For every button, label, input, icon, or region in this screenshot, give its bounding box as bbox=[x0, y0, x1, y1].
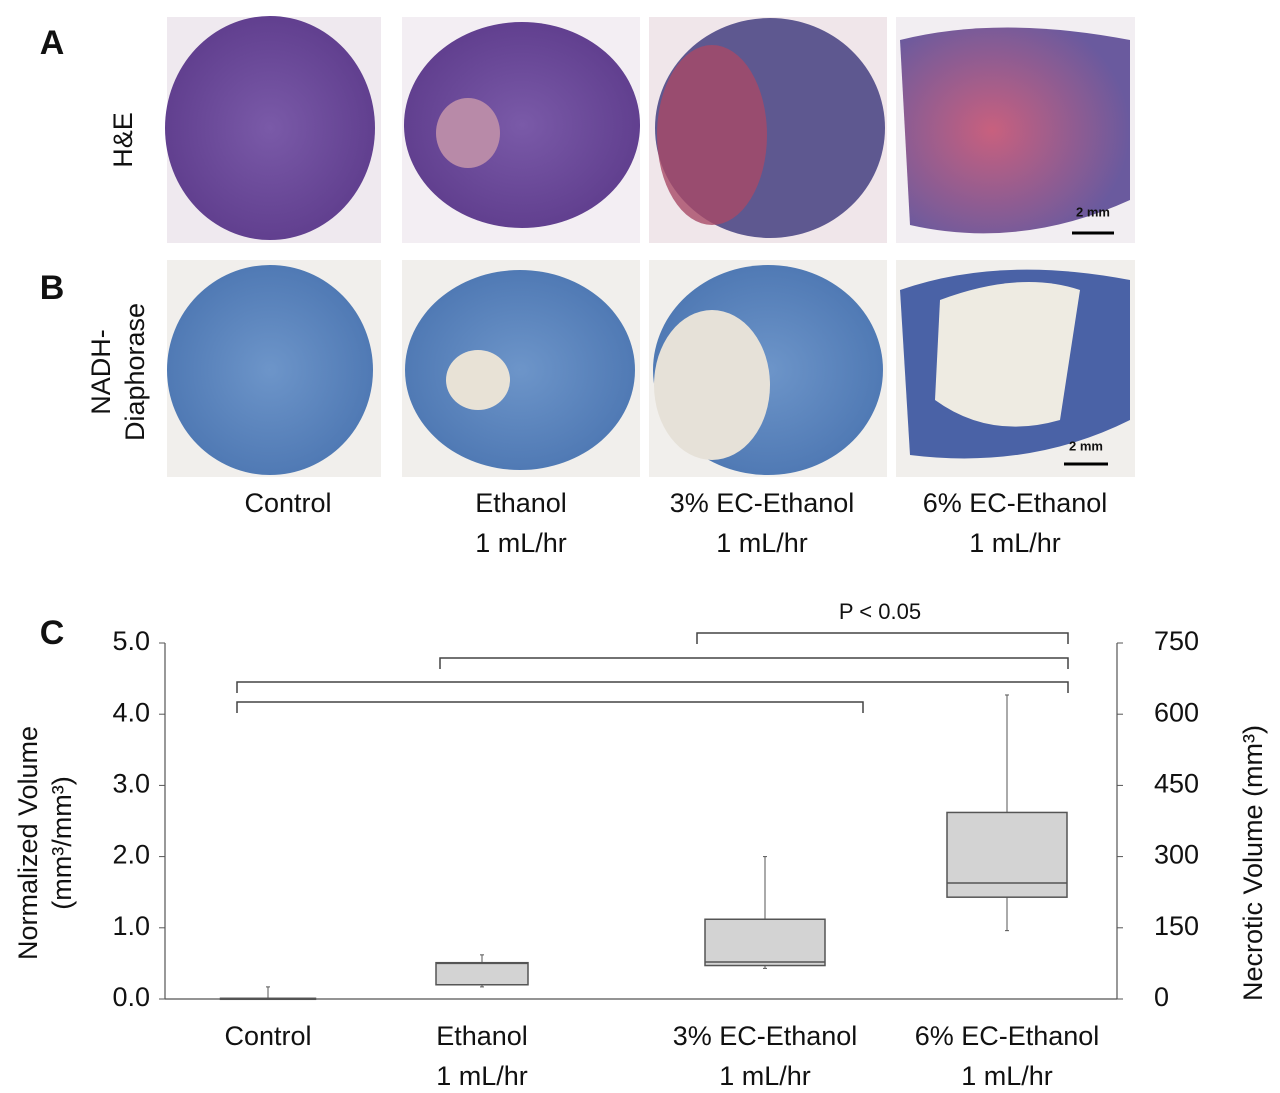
y-tick-label: 1.0 bbox=[112, 911, 150, 941]
panel-label: B bbox=[40, 269, 65, 307]
y-tick-label: 4.0 bbox=[112, 697, 150, 727]
axes bbox=[164, 643, 1118, 1000]
x-tick-label: 3% EC-Ethanol bbox=[673, 1021, 858, 1051]
y2-tick-label: 0 bbox=[1154, 982, 1169, 1012]
x-tick-label: Control bbox=[224, 1021, 311, 1051]
column-label: Ethanol bbox=[475, 488, 567, 518]
x-tick-label: 1 mL/hr bbox=[436, 1061, 528, 1091]
x-tick-label: 1 mL/hr bbox=[719, 1061, 811, 1091]
scale-bar-label: 2 mm bbox=[1076, 204, 1110, 219]
x-tick-label: 1 mL/hr bbox=[961, 1061, 1053, 1091]
y-tick-label: 2.0 bbox=[112, 840, 150, 870]
box bbox=[946, 811, 1068, 898]
y-tick-label: 0.0 bbox=[112, 982, 150, 1012]
column-label: 6% EC-Ethanol bbox=[923, 488, 1108, 518]
y-tick-label: 5.0 bbox=[112, 626, 150, 656]
y-axis-label: (mm³/mm³) bbox=[47, 776, 77, 909]
y2-tick-label: 300 bbox=[1154, 840, 1199, 870]
panel-label: C bbox=[40, 614, 65, 652]
y2-tick-label: 150 bbox=[1154, 911, 1199, 941]
column-label: 3% EC-Ethanol bbox=[670, 488, 855, 518]
y2-tick-label: 750 bbox=[1154, 626, 1199, 656]
he-images bbox=[165, 16, 1135, 243]
significance-brackets bbox=[236, 632, 1069, 713]
row-label: NADH- bbox=[86, 329, 116, 415]
column-label: 1 mL/hr bbox=[716, 528, 808, 558]
y2-tick-label: 600 bbox=[1154, 697, 1199, 727]
row-label: Diaphorase bbox=[120, 303, 150, 441]
x-tick-label: Ethanol bbox=[436, 1021, 528, 1051]
column-label: 1 mL/hr bbox=[969, 528, 1061, 558]
x-tick-label: 6% EC-Ethanol bbox=[915, 1021, 1100, 1051]
y2-tick-label: 450 bbox=[1154, 769, 1199, 799]
nadh-images bbox=[167, 260, 1135, 477]
box bbox=[704, 918, 826, 967]
box bbox=[435, 961, 529, 986]
scale-bar-label: 2 mm bbox=[1069, 438, 1103, 453]
y-axis-label: Normalized Volume bbox=[13, 726, 43, 960]
column-label: 1 mL/hr bbox=[475, 528, 567, 558]
y2-axis-label: Necrotic Volume (mm³) bbox=[1238, 725, 1268, 1001]
annotation: P < 0.05 bbox=[839, 599, 921, 624]
column-label: Control bbox=[244, 488, 331, 518]
row-label: H&E bbox=[108, 112, 138, 168]
y-tick-label: 3.0 bbox=[112, 769, 150, 799]
panel-label: A bbox=[40, 24, 65, 62]
